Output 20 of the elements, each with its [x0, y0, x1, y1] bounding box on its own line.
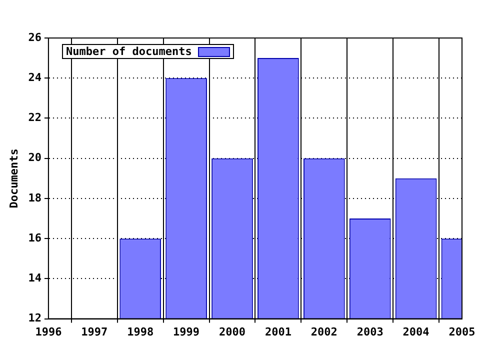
x-tick-label: 2005 — [448, 325, 476, 338]
y-tick-label: 18 — [28, 191, 42, 204]
y-axis-title: Documents — [7, 148, 20, 208]
y-tick-label: 20 — [28, 151, 42, 164]
x-tick-label: 2004 — [402, 325, 430, 338]
y-tick-label: 22 — [28, 111, 42, 124]
x-tick-label: 2002 — [310, 325, 338, 338]
x-tick-label: 2001 — [264, 325, 292, 338]
y-tick-label: 26 — [28, 30, 42, 44]
y-tick-label: 12 — [28, 312, 42, 325]
x-tick-label: 2003 — [356, 325, 384, 338]
x-tick-label: 1996 — [35, 325, 62, 338]
x-tick-label: 1997 — [81, 325, 108, 338]
x-tick-label: 2000 — [218, 325, 246, 338]
y-tick-label: 16 — [28, 231, 42, 244]
y-tick-label: 24 — [28, 70, 42, 84]
x-tick-label: 1999 — [173, 325, 200, 338]
legend-label: Number of documents — [66, 45, 192, 58]
x-tick-label: 1998 — [127, 325, 154, 338]
y-tick-label: 14 — [28, 272, 42, 285]
